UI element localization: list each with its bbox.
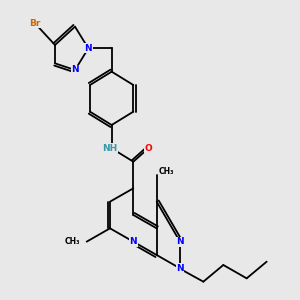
Text: O: O [145, 144, 152, 153]
Text: N: N [176, 237, 184, 246]
Text: Br: Br [29, 19, 41, 28]
Text: N: N [176, 264, 184, 273]
Text: N: N [85, 44, 92, 53]
Text: NH: NH [102, 144, 118, 153]
Text: N: N [130, 237, 137, 246]
Text: N: N [71, 65, 79, 74]
Text: CH₃: CH₃ [158, 167, 174, 176]
Text: CH₃: CH₃ [65, 237, 80, 246]
